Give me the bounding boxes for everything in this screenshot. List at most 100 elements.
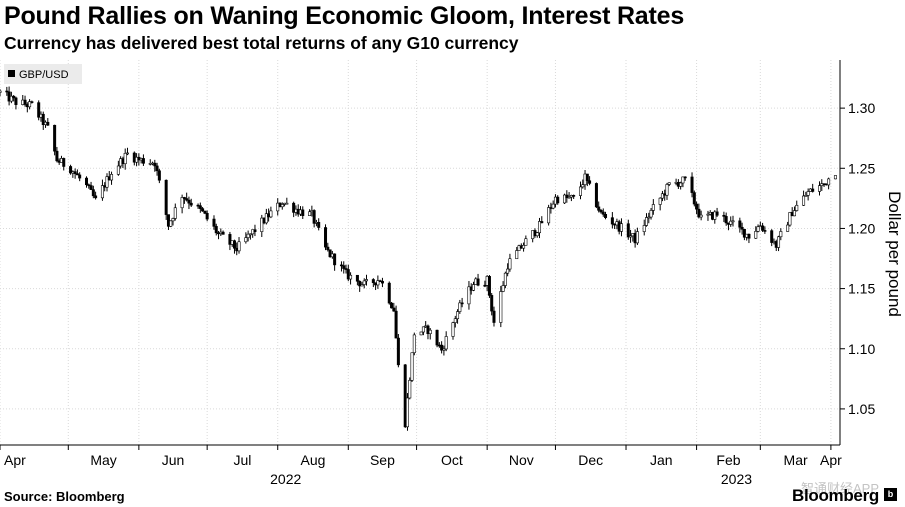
candle-body-down (214, 226, 218, 234)
candle-body-up (729, 220, 733, 225)
candle-body-up (428, 329, 432, 335)
chart-title: Pound Rallies on Waning Economic Gloom, … (4, 2, 685, 30)
candle (742, 228, 746, 241)
candle-body-up (171, 218, 175, 222)
candle-body-up (642, 225, 646, 232)
candle-body-down (253, 229, 257, 232)
candle (681, 176, 685, 188)
candle-body-down (695, 203, 699, 210)
candle-body-down (301, 209, 305, 216)
candle (182, 196, 186, 204)
candle (237, 237, 241, 254)
candle (740, 222, 744, 235)
x-tick-label: May (90, 452, 116, 468)
candle (360, 281, 364, 287)
y-tick-label: 1.05 (848, 401, 875, 417)
candle-body-up (522, 245, 526, 249)
candle-body-down (153, 162, 157, 167)
candle (706, 210, 710, 221)
candle (565, 190, 569, 203)
candle (563, 193, 567, 205)
candle (756, 224, 760, 233)
candle (232, 239, 236, 254)
candle (344, 264, 348, 274)
candle (362, 278, 366, 289)
candle (212, 215, 216, 230)
candle (585, 173, 589, 187)
candle (806, 188, 810, 201)
candle (141, 154, 145, 166)
candle (610, 212, 614, 229)
legend-label: GBP/USD (19, 69, 69, 81)
candle (403, 364, 407, 429)
candle-body-down (166, 214, 170, 227)
candle-body-down (435, 329, 439, 346)
candle-body-up (116, 165, 120, 175)
y-tick-label: 1.25 (848, 160, 875, 176)
candle-body-up (547, 207, 551, 224)
candle-body-up (665, 184, 669, 196)
candle-body-up (786, 224, 790, 232)
candle-body-up (173, 207, 177, 219)
candle (467, 281, 471, 310)
candle-body-down (396, 337, 400, 366)
y-tick-label: 1.20 (848, 220, 875, 236)
candle-body-down (440, 344, 444, 351)
candle-body-down (182, 197, 186, 199)
x-tick-label: Aug (301, 452, 326, 468)
candle (724, 212, 728, 226)
candle-body-down (85, 177, 89, 186)
candle-body-down (811, 188, 815, 192)
x-year-label: 2023 (721, 471, 752, 487)
candle (392, 302, 396, 312)
y-axis-title: Dollar per pound (885, 191, 904, 317)
candle-body-down (157, 170, 161, 181)
x-year-label: 2022 (270, 471, 301, 487)
candle (535, 231, 539, 238)
candle-body-up (818, 185, 822, 192)
candle (738, 217, 742, 233)
candle-body-up (123, 152, 127, 165)
candle (246, 230, 250, 242)
candle-body-up (779, 231, 783, 238)
candle-body-up (645, 217, 649, 226)
candle-body-up (788, 212, 792, 226)
candle (346, 264, 350, 282)
candle (679, 181, 683, 190)
candle (451, 321, 455, 340)
candle (75, 169, 79, 176)
candle-body-down (387, 282, 391, 304)
candle (410, 352, 414, 382)
candle-body-up (649, 210, 653, 218)
candle (9, 91, 13, 104)
candle-body-down (344, 268, 348, 270)
candle (205, 210, 209, 222)
candle-body-down (87, 184, 91, 187)
candle-body-down (94, 195, 98, 199)
candle (658, 197, 662, 211)
candle-body-down (740, 226, 744, 230)
candle-body-up (442, 348, 446, 351)
candle-body-down (358, 280, 362, 287)
candle (148, 159, 152, 166)
candle-body-down (390, 302, 394, 309)
candle-body-up (285, 202, 289, 205)
candle-body-up (244, 237, 248, 243)
candle-body-up (237, 241, 241, 252)
candle (23, 95, 27, 107)
candle-body-down (69, 166, 73, 174)
candle (599, 208, 603, 214)
candle-body-up (756, 226, 760, 232)
candle-body-up (619, 223, 623, 232)
candle (55, 146, 59, 163)
candle-body-up (105, 176, 109, 188)
candle (371, 278, 375, 288)
candle-body-down (232, 240, 236, 249)
candle (203, 210, 207, 215)
candle (123, 148, 127, 170)
candle-body-up (581, 184, 585, 188)
candle (53, 124, 57, 156)
candle (442, 345, 446, 356)
bloomberg-logo-icon: b (884, 488, 897, 501)
candle (547, 204, 551, 226)
